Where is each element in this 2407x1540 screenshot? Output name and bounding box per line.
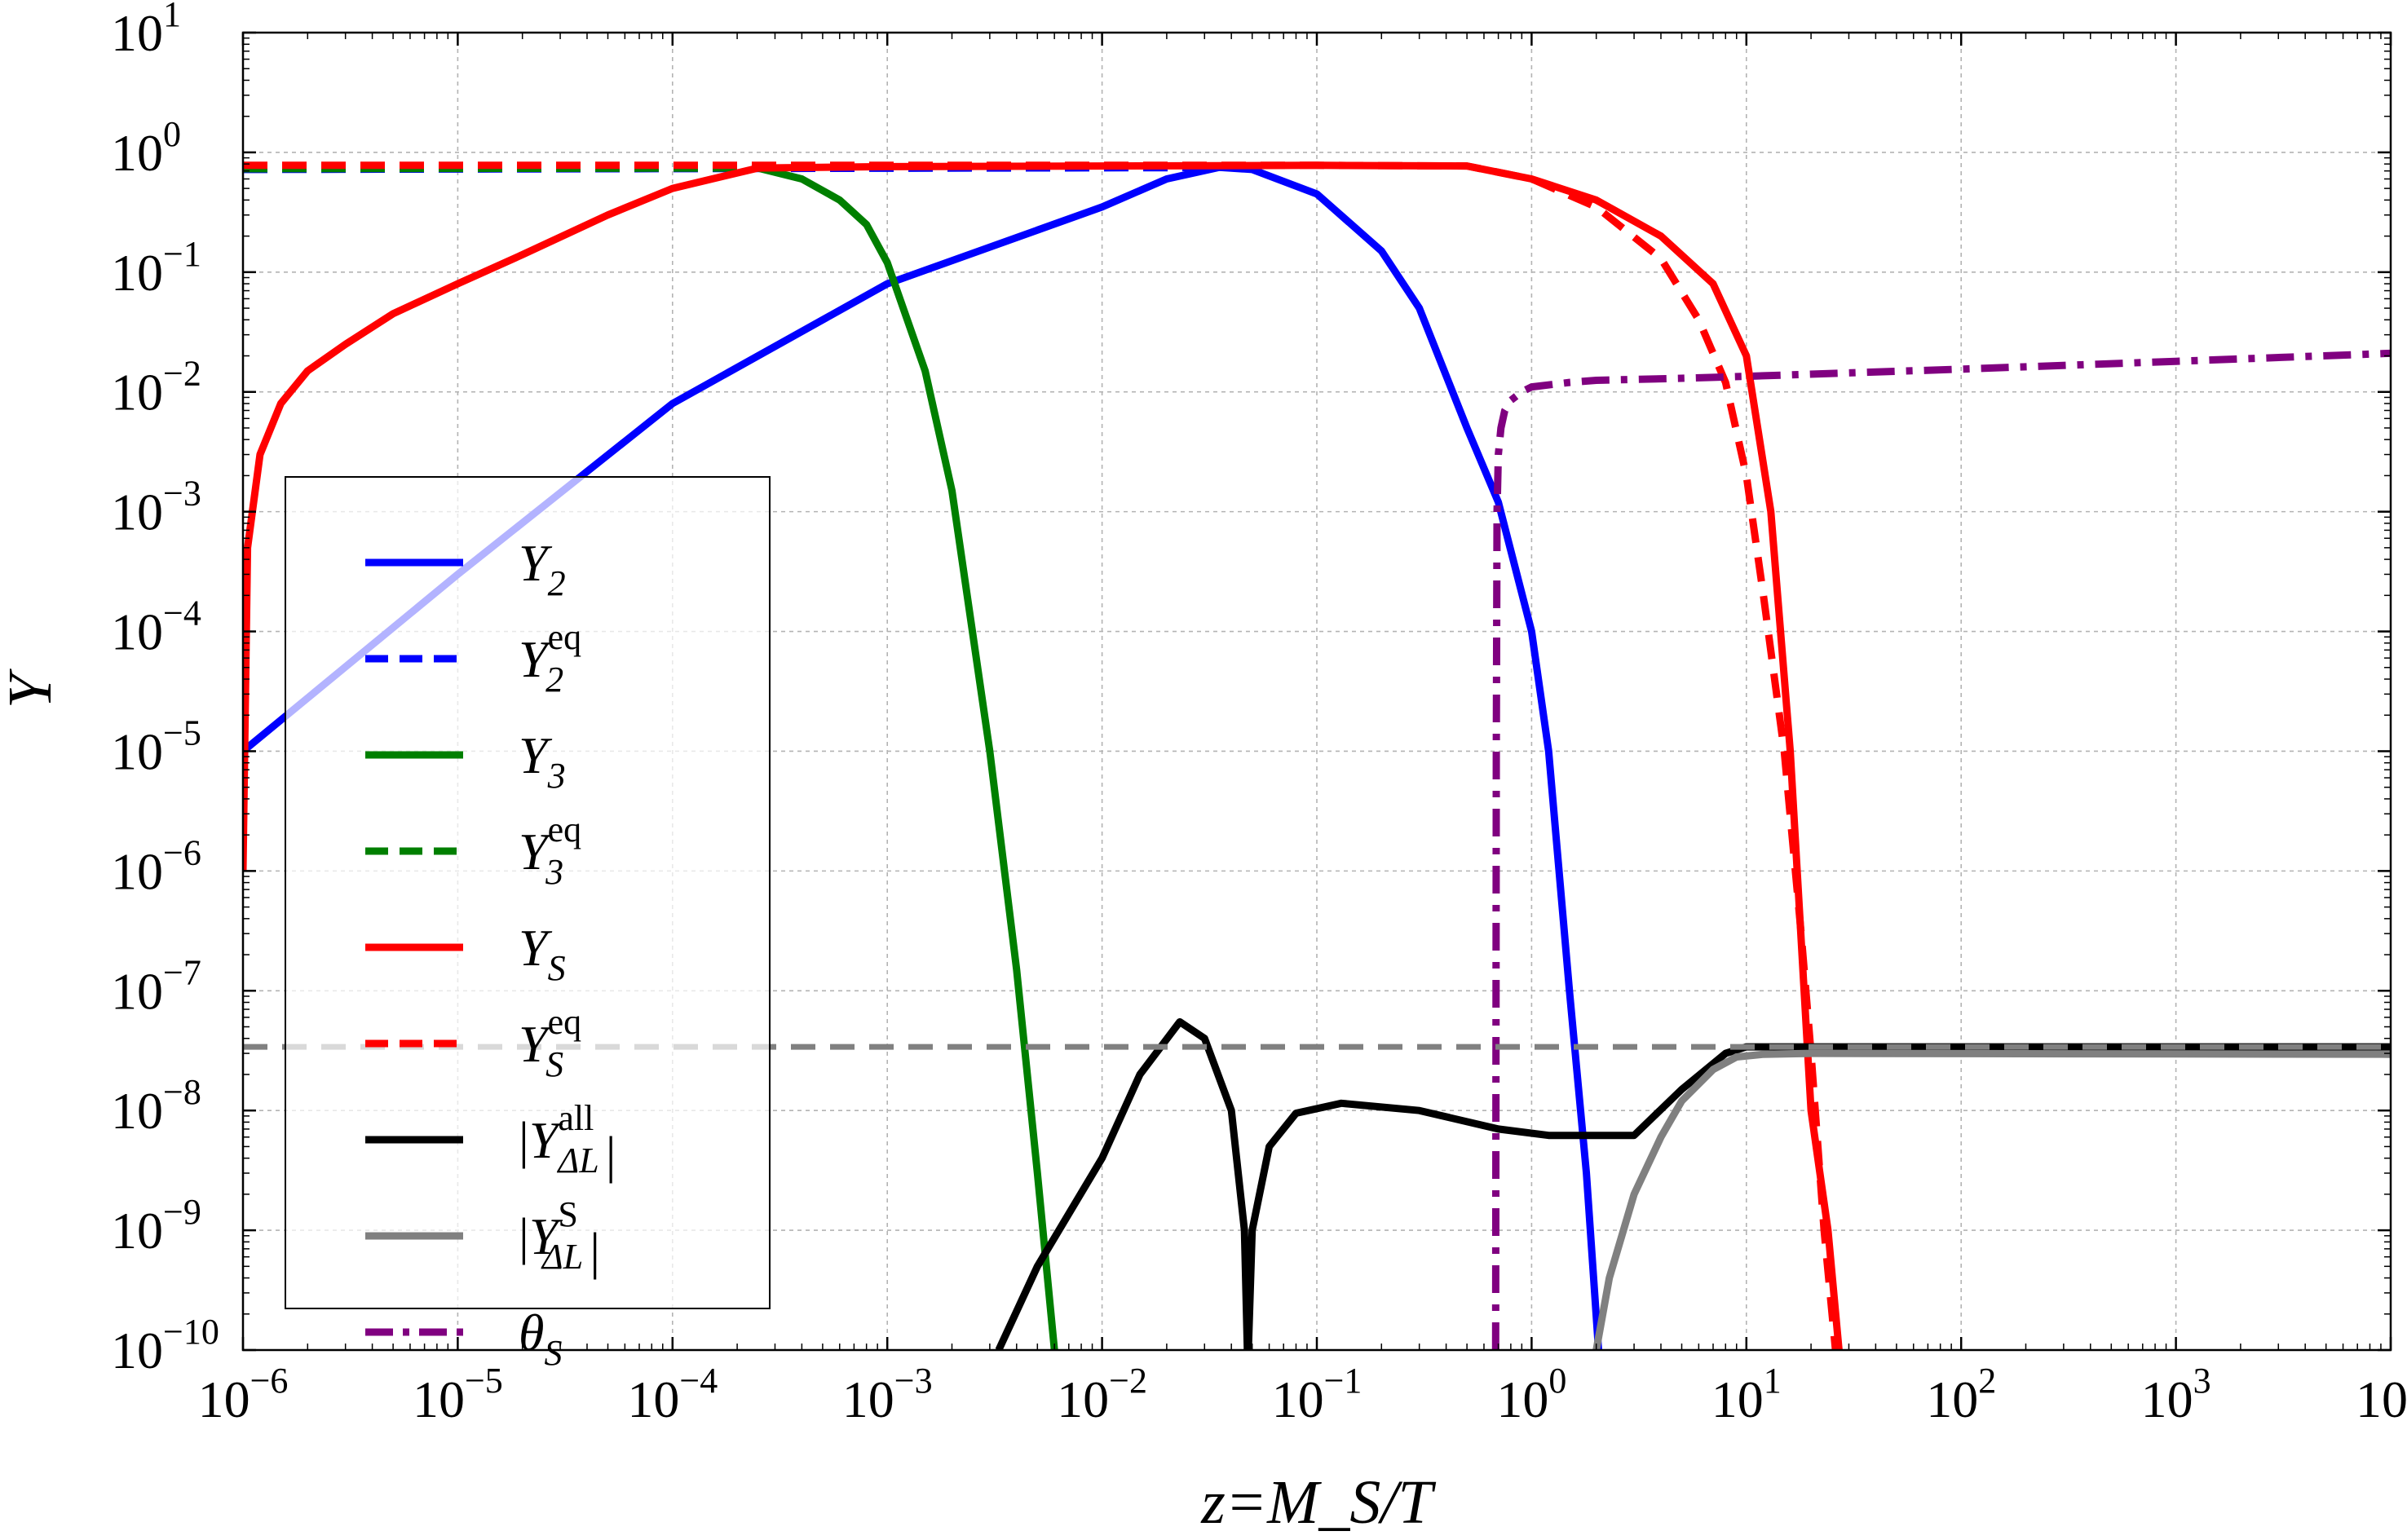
legend-entries: Y2 Yeq 2 Y3 Yeq 3 YS Yeq S |Yall ΔL | |YS ΔL | θS bbox=[365, 534, 616, 1373]
x-tick-label: 101 bbox=[1711, 1361, 1782, 1428]
legend-label: Yeq 3 bbox=[519, 810, 581, 892]
legend-entry: YS bbox=[365, 919, 566, 988]
legend-entry: Y3 bbox=[365, 726, 566, 796]
y-tick-label: 10−9 bbox=[111, 1192, 201, 1260]
x-tick-label: 10−6 bbox=[198, 1361, 289, 1428]
x-axis-label: z=M_S/T bbox=[1200, 1468, 1436, 1537]
legend-label: YS bbox=[519, 919, 566, 988]
legend-entry: Yeq S bbox=[365, 1002, 581, 1084]
x-tick-label: 103 bbox=[2141, 1361, 2211, 1428]
ticks bbox=[241, 31, 2392, 1352]
y-tick-label: 10−10 bbox=[111, 1312, 219, 1379]
series-line-y-3 bbox=[757, 164, 1058, 1350]
legend-entry: Y2 bbox=[365, 534, 566, 603]
legend-entry: |YS ΔL | bbox=[365, 1194, 600, 1280]
legend-entry: Yeq 2 bbox=[365, 617, 581, 699]
legend-label: θS bbox=[519, 1304, 562, 1373]
y-tick-label: 10−4 bbox=[111, 593, 201, 661]
legend-label: Y3 bbox=[519, 726, 566, 796]
x-tick-labels: 10−6 10−5 10−4 10−3 10−2 10−1 100 101 102 103 104 bbox=[198, 1361, 2407, 1428]
y-tick-label: 10−3 bbox=[111, 474, 201, 541]
y-axis-label: Y bbox=[0, 668, 64, 708]
series-layer bbox=[243, 161, 2391, 1350]
legend-entry: |Yall ΔL | bbox=[365, 1098, 616, 1184]
legend-box bbox=[285, 476, 771, 1309]
y-tick-label: 10−5 bbox=[111, 713, 201, 780]
y-tick-label: 100 bbox=[111, 114, 181, 182]
y-tick-labels: 101 100 10−1 10−2 10−3 10−4 10−5 10−6 10−7 10−8 10… bbox=[111, 0, 219, 1379]
y-tick-label: 10−8 bbox=[111, 1072, 201, 1140]
legend: Y2 Yeq 2 Y3 Yeq 3 YS Yeq S |Yall ΔL | |YS ΔL | θS bbox=[285, 476, 771, 1373]
legend-label: |YS ΔL | bbox=[519, 1194, 600, 1280]
series-line-y-l-s bbox=[1592, 1049, 2391, 1350]
x-tick-label: 10−2 bbox=[1057, 1361, 1147, 1428]
legend-label: Y2 bbox=[519, 534, 566, 603]
series-line-y-l-all bbox=[995, 1017, 2391, 1350]
x-tick-label: 104 bbox=[2356, 1361, 2407, 1428]
y-tick-label: 10−1 bbox=[111, 234, 201, 302]
y-tick-label: 10−2 bbox=[111, 354, 201, 421]
x-tick-label: 10−5 bbox=[413, 1361, 503, 1428]
y-tick-label: 10−7 bbox=[111, 952, 201, 1020]
legend-entry: Yeq 3 bbox=[365, 810, 581, 892]
legend-entry: θS bbox=[365, 1304, 562, 1373]
legend-label: Yeq 2 bbox=[519, 617, 581, 699]
x-tick-label: 10−4 bbox=[627, 1361, 718, 1428]
legend-label: |Yall ΔL | bbox=[519, 1098, 616, 1184]
y-tick-label: 101 bbox=[111, 0, 181, 62]
x-tick-label: 102 bbox=[1926, 1361, 1996, 1428]
series-line-y-s-eq bbox=[243, 161, 1839, 1350]
series-line-y-2 bbox=[243, 163, 1602, 1350]
legend-label: Yeq S bbox=[519, 1002, 581, 1084]
x-tick-label: 10−3 bbox=[842, 1361, 933, 1428]
y-tick-label: 10−6 bbox=[111, 832, 201, 900]
series-line-s bbox=[1491, 349, 2391, 1350]
x-tick-label: 10−1 bbox=[1272, 1361, 1362, 1428]
x-tick-label: 100 bbox=[1496, 1361, 1566, 1428]
